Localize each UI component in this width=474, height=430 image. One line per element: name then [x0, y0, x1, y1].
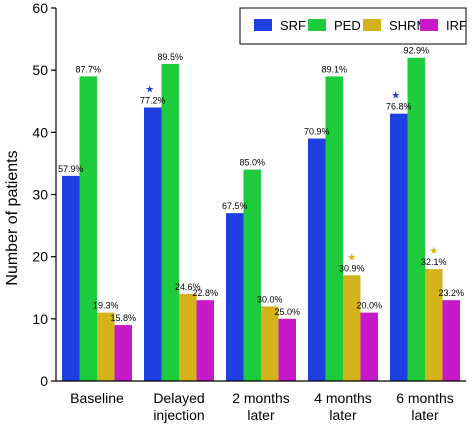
bar-shrm — [343, 275, 361, 381]
x-category-label: 2 months later — [232, 390, 290, 423]
x-category-label: Delayed injection — [153, 390, 204, 423]
legend-label: IRF — [446, 18, 467, 33]
bar-value-label: 67.5% — [222, 201, 248, 211]
bar-value-label: 77.2% — [140, 95, 166, 105]
bar-srf — [390, 113, 408, 381]
legend-swatch — [254, 19, 272, 31]
bar-value-label: 89.5% — [157, 52, 183, 62]
y-axis: 0 10 20 30 40 50 60 — [32, 0, 57, 389]
legend-swatch — [420, 19, 438, 31]
data-labels: 57.9%77.2%★67.5%70.9%76.8%★87.7%89.5%85.… — [58, 46, 464, 323]
y-tick-label: 10 — [32, 311, 48, 327]
legend-label: PED — [334, 18, 361, 33]
bar-ped — [79, 76, 97, 381]
bar-srf — [226, 213, 244, 381]
bar-irf — [196, 300, 214, 381]
bar-value-label: 22.8% — [192, 288, 218, 298]
bar-shrm — [261, 306, 279, 381]
legend-label: SRF — [280, 18, 306, 33]
bar-value-label: 89.1% — [321, 64, 347, 74]
bar-value-label: 30.0% — [257, 294, 283, 304]
bar-srf — [144, 107, 162, 381]
bar-value-label: 92.9% — [403, 46, 429, 56]
bar-value-label: 24.6% — [175, 282, 201, 292]
legend-label: SHRM — [389, 18, 427, 33]
y-tick-label: 40 — [32, 124, 48, 140]
bar-value-label: 87.7% — [75, 64, 101, 74]
y-tick-label: 30 — [32, 187, 48, 203]
bar-shrm — [425, 269, 443, 381]
bar-value-label: 25.0% — [274, 307, 300, 317]
bars — [62, 57, 460, 381]
x-category-label-line: later — [247, 407, 275, 423]
bar-ped — [407, 57, 425, 381]
x-category-label-line: Delayed — [153, 390, 204, 406]
y-axis-title: Number of patients — [4, 150, 21, 285]
bar-irf — [114, 325, 132, 381]
bar-ped — [243, 169, 261, 381]
bar-srf — [62, 175, 80, 381]
legend: SRF PED SHRM IRF — [239, 7, 467, 45]
bar-value-label: 57.9% — [58, 164, 84, 174]
x-category-label-line: Baseline — [70, 390, 124, 406]
x-category-label-line: 2 months — [232, 390, 290, 406]
significance-star-icon: ★ — [429, 246, 438, 257]
significance-star-icon: ★ — [347, 252, 356, 263]
bar-shrm — [179, 293, 197, 381]
bar-value-label: 70.9% — [304, 127, 330, 137]
bar-irf — [360, 312, 378, 381]
legend-swatch — [363, 19, 381, 31]
x-category-label-line: later — [329, 407, 357, 423]
x-category-label: Baseline — [70, 390, 124, 406]
x-category-label-line: later — [411, 407, 439, 423]
y-tick-label: 0 — [40, 373, 48, 389]
x-category-label: 6 months later — [396, 390, 454, 423]
y-tick-label: 60 — [32, 0, 48, 16]
bar-value-label: 19.3% — [93, 301, 119, 311]
bar-value-label: 85.0% — [239, 158, 265, 168]
bar-srf — [308, 138, 326, 381]
legend-swatch — [308, 19, 326, 31]
bar-value-label: 32.1% — [421, 257, 447, 267]
bar-ped — [325, 76, 343, 381]
x-category-label-line: 4 months — [314, 390, 372, 406]
y-tick-label: 50 — [32, 62, 48, 78]
bar-value-label: 76.8% — [386, 102, 412, 112]
bar-value-label: 20.0% — [356, 301, 382, 311]
bar-value-label: 23.2% — [438, 288, 464, 298]
significance-star-icon: ★ — [145, 84, 154, 95]
bar-ped — [161, 63, 179, 381]
x-category-label-line: 6 months — [396, 390, 454, 406]
bar-irf — [278, 318, 296, 381]
bar-shrm — [97, 312, 115, 381]
x-category-label-line: injection — [153, 407, 204, 423]
bar-value-label: 15.8% — [110, 313, 136, 323]
x-category-label: 4 months later — [314, 390, 372, 423]
bar-value-label: 30.9% — [339, 263, 365, 273]
significance-star-icon: ★ — [391, 91, 400, 102]
bar-irf — [442, 300, 460, 381]
y-tick-label: 20 — [32, 249, 48, 265]
